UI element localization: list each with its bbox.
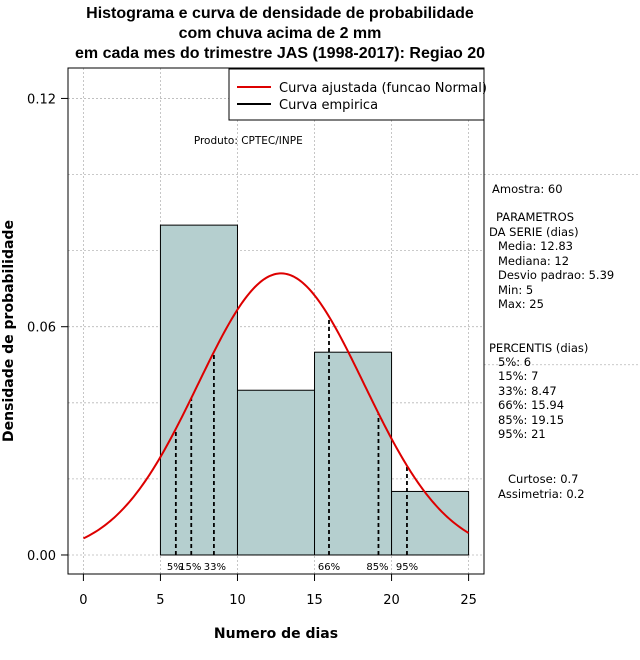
param-std: Desvio padrao: 5.39 <box>498 268 615 282</box>
percentile-15: 15%: 7 <box>498 369 539 383</box>
param-median: Mediana: 12 <box>498 254 570 268</box>
normal-fit-curve <box>82 272 470 540</box>
histogram-bar <box>159 224 238 556</box>
params-title-1: PARAMETROS <box>496 210 575 224</box>
chart-title-line-2: com chuva acima de 2 mm <box>178 25 382 42</box>
percentile-33: 33%: 8.47 <box>498 384 557 398</box>
x-tick-label: 15 <box>306 593 323 608</box>
kurtosis: Curtose: 0.7 <box>508 472 579 486</box>
percentile-label: 15% <box>179 562 201 573</box>
skewness: Assimetria: 0.2 <box>498 487 585 501</box>
x-tick-label: 20 <box>383 593 400 608</box>
x-tick-label: 25 <box>460 593 477 608</box>
legend-label: Curva empirica <box>279 98 378 113</box>
percentile-95: 95%: 21 <box>498 427 546 441</box>
percentile-label: 5% <box>167 562 183 573</box>
percentile-66: 66%: 15.94 <box>498 398 565 412</box>
chart-title-line-3: em cada mes do trimestre JAS (1998-2017)… <box>75 45 485 62</box>
product-label: Produto: CPTEC/INPE <box>194 135 303 147</box>
param-min: Min: 5 <box>498 283 534 297</box>
percentile-5: 5%: 6 <box>498 355 532 369</box>
params-title-2: DA SERIE (dias) <box>489 225 579 239</box>
chart-title-line-1: Histograma e curva de densidade de proba… <box>86 5 474 22</box>
percentile-label: 33% <box>204 562 226 573</box>
x-tick-label: 0 <box>79 593 87 608</box>
histogram-bar <box>314 351 393 556</box>
x-tick-label: 5 <box>156 593 164 608</box>
histogram-bar <box>236 389 316 556</box>
legend-label: Curva ajustada (funcao Normal) <box>279 81 487 96</box>
sample-size: Amostra: 60 <box>492 182 563 196</box>
percentile-85: 85%: 19.15 <box>498 413 565 427</box>
y-tick-label: 0.12 <box>27 92 56 107</box>
x-axis-label: Numero de dias <box>214 626 338 642</box>
percentile-label: 85% <box>366 562 388 573</box>
param-mean: Media: 12.83 <box>498 239 573 253</box>
percentiles-title: PERCENTIS (dias) <box>489 341 589 355</box>
x-tick-label: 10 <box>229 593 246 608</box>
y-axis-label: Densidade de probabilidade <box>1 220 17 442</box>
y-tick-label: 0.06 <box>27 321 56 336</box>
y-tick-label: 0.00 <box>27 549 56 564</box>
param-max: Max: 25 <box>498 297 544 311</box>
percentile-label: 66% <box>318 562 340 573</box>
percentile-label: 95% <box>396 562 418 573</box>
histogram-bar <box>391 490 470 556</box>
legend-box <box>228 68 485 121</box>
